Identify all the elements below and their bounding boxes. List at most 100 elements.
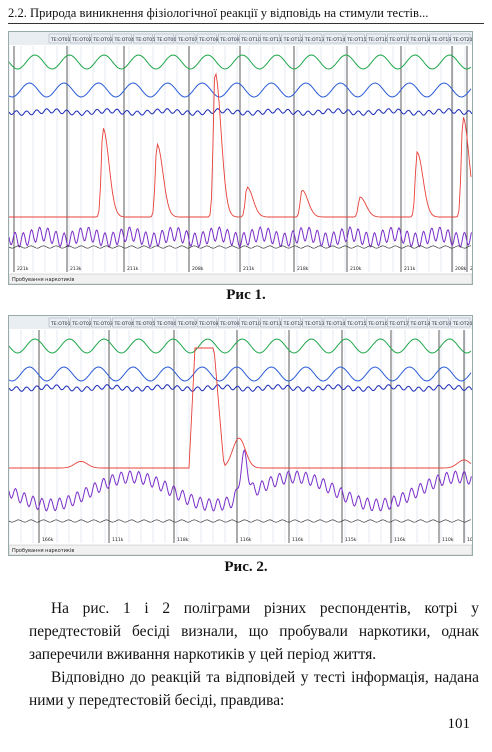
question-tag-box	[281, 317, 301, 328]
question-tag: TE:OT12	[283, 321, 304, 327]
question-tag-box	[323, 33, 344, 44]
question-tag-box	[239, 317, 259, 328]
question-tag-box	[175, 33, 196, 44]
question-tag: TE:OT13	[304, 321, 325, 327]
question-tag-box	[387, 317, 407, 328]
motion-sensor-trace	[9, 245, 472, 249]
question-tag-box	[112, 317, 132, 328]
question-tag-box	[450, 317, 471, 328]
timestamp-label: 218k	[297, 266, 309, 272]
question-tag-box	[133, 33, 153, 44]
question-tag-box	[387, 33, 407, 44]
question-tag: TE:OT17	[388, 37, 409, 43]
timestamp-label: 211k	[404, 266, 416, 272]
question-tag: TE:OT04	[113, 321, 134, 327]
blood-pressure-trace	[9, 226, 472, 248]
question-tag: TE:OT01	[50, 321, 71, 327]
status-label: Пробування наркотиків	[12, 548, 74, 554]
gsr-trace	[9, 72, 472, 218]
question-tag: TE:OT08	[198, 37, 219, 43]
status-bar	[9, 544, 472, 555]
timestamp-label: 166k	[42, 537, 54, 543]
question-tag-box	[450, 33, 471, 44]
question-tag: TE:OT08	[198, 321, 219, 327]
motion-sensor-trace	[9, 519, 472, 523]
gsr-trace	[9, 347, 472, 469]
status-label: Пробування наркотиків	[12, 277, 74, 283]
question-tag-box	[323, 317, 344, 328]
timestamp-label: 115k	[345, 537, 357, 543]
question-tag: TE:OT03	[92, 37, 113, 43]
question-tag: TE:OT07	[177, 37, 198, 43]
timestamp-label: 116k	[394, 537, 406, 543]
question-tag: TE:OT09	[219, 321, 240, 327]
question-tag: TE:OT12	[283, 37, 304, 43]
question-tag-box	[429, 33, 450, 44]
respiration-upper-trace	[9, 54, 472, 70]
question-tag: TE:OT02	[71, 321, 92, 327]
question-tag: TE:OT16	[367, 321, 388, 327]
question-tag-box	[260, 317, 280, 328]
question-tag: TE:OT02	[71, 37, 92, 43]
question-tag: TE:OT06	[156, 37, 177, 43]
question-tag-bar	[9, 32, 472, 45]
question-tag: TE:OT04	[113, 37, 134, 43]
polygram-figure-2: TE:OT01 TE:OT02 TE:OT03 TE:OT04 TE:OT05 TE:OT…	[8, 315, 473, 556]
question-tag: TE:OT15	[346, 321, 367, 327]
question-tag: TE:OT20	[452, 321, 472, 327]
question-tag: TE:OT11	[262, 37, 283, 43]
figure-1-caption: Рис 1.	[226, 287, 266, 303]
question-tag: TE:OT03	[92, 321, 113, 327]
timestamp-label: 116k	[292, 537, 304, 543]
question-tag: TE:OT18	[410, 37, 431, 43]
question-tag-box	[217, 33, 238, 44]
running-header: 2.2. Природа виникнення фізіологічної ре…	[8, 6, 429, 20]
question-tag: TE:OT10	[240, 37, 261, 43]
question-tag-box	[260, 33, 280, 44]
header-rule	[8, 23, 484, 24]
blood-pressure-trace	[9, 448, 472, 512]
question-tag-box	[281, 33, 301, 44]
body-text: На рис. 1 і 2 поліграми різних респонден…	[29, 597, 479, 712]
question-tag: TE:OT14	[325, 37, 346, 43]
question-tag-box	[302, 33, 323, 44]
question-tag-box	[91, 33, 111, 44]
timestamp-label: 213k	[70, 266, 82, 272]
question-tag-box	[154, 33, 175, 44]
timestamp-label: 116k	[240, 537, 252, 543]
respiration-lower-trace	[9, 82, 472, 98]
question-tag: TE:OT19	[431, 37, 452, 43]
timestamp-label: 211k	[243, 266, 255, 272]
question-tag-box	[217, 317, 238, 328]
polygram-figure-1: TE:OT01 TE:OT02 TE:OT03 TE:OT04 TE:OT05 TE:OT…	[8, 31, 473, 285]
question-tag-box	[366, 317, 386, 328]
timestamp-label: 108k	[467, 537, 472, 543]
question-tag-box	[429, 317, 450, 328]
timestamp-label: 206k	[470, 266, 472, 272]
question-tag-box	[408, 317, 428, 328]
question-tag-box	[48, 33, 69, 44]
question-tag-box	[69, 33, 90, 44]
page-number: 101	[447, 716, 471, 732]
question-tag: TE:OT09	[219, 37, 240, 43]
timestamp-label: 210k	[350, 266, 362, 272]
respiration-upper-trace	[9, 338, 472, 354]
question-tag-box	[239, 33, 259, 44]
question-tag: TE:OT05	[135, 37, 156, 43]
question-tag-box	[91, 317, 111, 328]
question-tag-box	[69, 317, 90, 328]
timestamp-label: 211k	[127, 266, 139, 272]
question-tag-box	[344, 33, 365, 44]
question-tag: TE:OT14	[325, 321, 346, 327]
question-tag: TE:OT07	[177, 321, 198, 327]
cardio-trace	[9, 108, 472, 116]
question-tag-box	[196, 33, 217, 44]
question-tag: TE:OT20	[452, 37, 472, 43]
question-tag: TE:OT18	[410, 321, 431, 327]
question-tag: TE:OT10	[240, 321, 261, 327]
respiration-lower-trace	[9, 366, 472, 382]
timestamp-label: 208k	[192, 266, 204, 272]
paragraph-1: На рис. 1 і 2 поліграми різних респонден…	[29, 600, 479, 663]
question-tag: TE:OT17	[388, 321, 409, 327]
paragraph-2: Відповідно до реакцій та відповідей у те…	[29, 669, 479, 709]
